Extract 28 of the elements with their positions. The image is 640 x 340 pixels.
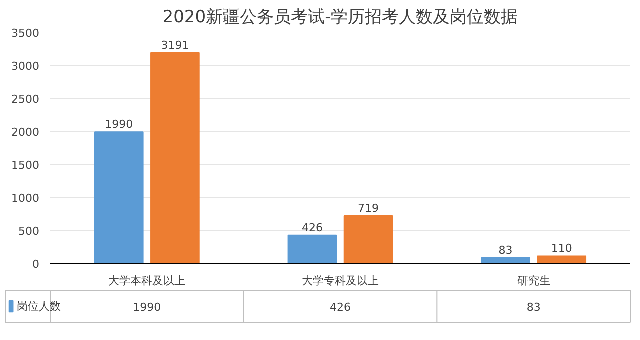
data-label: 3191 [161, 38, 190, 52]
bar [288, 234, 338, 264]
bar [481, 258, 530, 264]
y-tick-label: 2500 [12, 93, 40, 106]
x-tick-label: 大学专科及以上 [302, 274, 379, 288]
x-tick-label: 大学本科及以上 [108, 274, 186, 288]
data-label: 719 [358, 202, 380, 216]
bar [94, 132, 144, 264]
x-tick-label: 研究生 [517, 274, 550, 288]
chart-title: 2020新疆公务员考试-学历招考人数及岗位数据 [162, 8, 518, 28]
data-label: 1990 [105, 118, 134, 132]
y-tick-label: 500 [18, 225, 40, 238]
y-tick-label: 0 [32, 258, 40, 271]
text: 1990 [133, 301, 162, 314]
text: 83 [526, 301, 541, 314]
data-label: 83 [498, 244, 513, 258]
data-label: 110 [551, 242, 572, 256]
text: 426 [330, 301, 351, 314]
y-tick-label: 2000 [12, 126, 40, 139]
y-tick-label: 3000 [12, 60, 40, 73]
y-tick-label: 1000 [12, 192, 40, 205]
y-tick-label: 3500 [12, 27, 40, 40]
bar [150, 52, 200, 264]
data-label: 426 [302, 221, 323, 234]
bar [344, 216, 394, 264]
legend-label: 岗位人数 [17, 300, 62, 313]
bar [537, 256, 587, 264]
y-tick-label: 1500 [12, 159, 40, 172]
